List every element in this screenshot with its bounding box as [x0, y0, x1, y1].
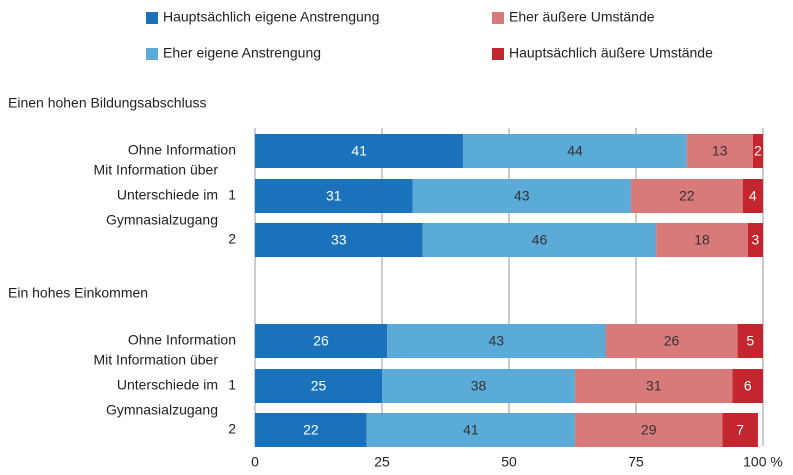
data-label: 44: [567, 143, 583, 159]
data-label: 4: [749, 188, 757, 204]
data-label: 22: [303, 422, 319, 438]
bar-segment: [422, 223, 657, 257]
data-label: 29: [641, 422, 657, 438]
data-label: 46: [532, 232, 548, 248]
bar-segment: [255, 324, 388, 358]
category-label: 1: [228, 377, 236, 393]
data-label: 22: [679, 188, 695, 204]
data-label: 18: [694, 232, 710, 248]
data-label: 6: [744, 378, 752, 394]
legend-swatch: [492, 48, 504, 60]
data-label: 33: [331, 232, 347, 248]
bar-segment: [575, 413, 723, 447]
bar-segment: [412, 179, 631, 213]
data-label: 38: [471, 378, 487, 394]
bar-segment: [605, 324, 738, 358]
data-label: 31: [646, 378, 662, 394]
subgroup-label: Mit Information über: [94, 162, 219, 178]
bar-segment: [722, 413, 758, 447]
category-label: 2: [228, 231, 236, 247]
legend-label: Eher eigene Anstrengung: [163, 45, 321, 61]
bar-segment: [255, 134, 464, 168]
group-title: Ein hohes Einkommen: [8, 285, 148, 301]
data-label: 25: [311, 378, 327, 394]
bar-segment: [630, 179, 743, 213]
data-label: 26: [664, 333, 680, 349]
bar-segment: [686, 134, 753, 168]
data-label: 41: [351, 143, 367, 159]
subgroup-label: Unterschiede im: [117, 187, 218, 203]
x-tick-label: 50: [501, 454, 517, 470]
legend-label: Hauptsächlich eigene Anstrengung: [163, 9, 379, 25]
category-label: Ohne Information: [128, 142, 236, 158]
x-tick-label: 75: [628, 454, 644, 470]
group-title: Einen hohen Bildungsabschluss: [8, 95, 206, 111]
bar-segment: [463, 134, 687, 168]
x-tick-label: 100 %: [743, 454, 783, 470]
x-tick-label: 25: [374, 454, 390, 470]
bar-segment: [255, 223, 423, 257]
data-label: 31: [326, 188, 342, 204]
legend-label: Eher äußere Umstände: [509, 9, 655, 25]
category-label: Ohne Information: [128, 332, 236, 348]
data-label: 41: [463, 422, 479, 438]
legend-swatch: [146, 48, 158, 60]
bar-segment: [255, 369, 382, 403]
bar-segment: [747, 223, 763, 257]
category-label: 2: [228, 421, 236, 437]
x-tick-label: 0: [251, 454, 259, 470]
bar-segment: [387, 324, 606, 358]
subgroup-label: Gymnasialzugang: [106, 402, 218, 418]
bar-segment: [255, 179, 413, 213]
legend-swatch: [146, 12, 158, 24]
subgroup-label: Mit Information über: [94, 352, 219, 368]
bar-segment: [255, 413, 367, 447]
subgroup-label: Gymnasialzugang: [106, 212, 218, 228]
bar-segment: [382, 369, 576, 403]
data-label: 7: [736, 422, 744, 438]
legend-label: Hauptsächlich äußere Umstände: [509, 45, 713, 61]
bar-segment: [732, 369, 763, 403]
category-label: 1: [228, 187, 236, 203]
bar-segment: [752, 134, 763, 168]
data-label: 2: [754, 143, 762, 159]
data-label: 13: [712, 143, 728, 159]
data-label: 43: [489, 333, 505, 349]
data-label: 26: [313, 333, 329, 349]
bar-segment: [575, 369, 733, 403]
bar-segment: [656, 223, 748, 257]
legend-swatch: [492, 12, 504, 24]
data-label: 5: [746, 333, 754, 349]
bar-segment: [742, 179, 763, 213]
data-label: 43: [514, 188, 530, 204]
data-label: 3: [751, 232, 759, 248]
bar-segment: [366, 413, 576, 447]
subgroup-label: Unterschiede im: [117, 377, 218, 393]
bar-segment: [737, 324, 763, 358]
